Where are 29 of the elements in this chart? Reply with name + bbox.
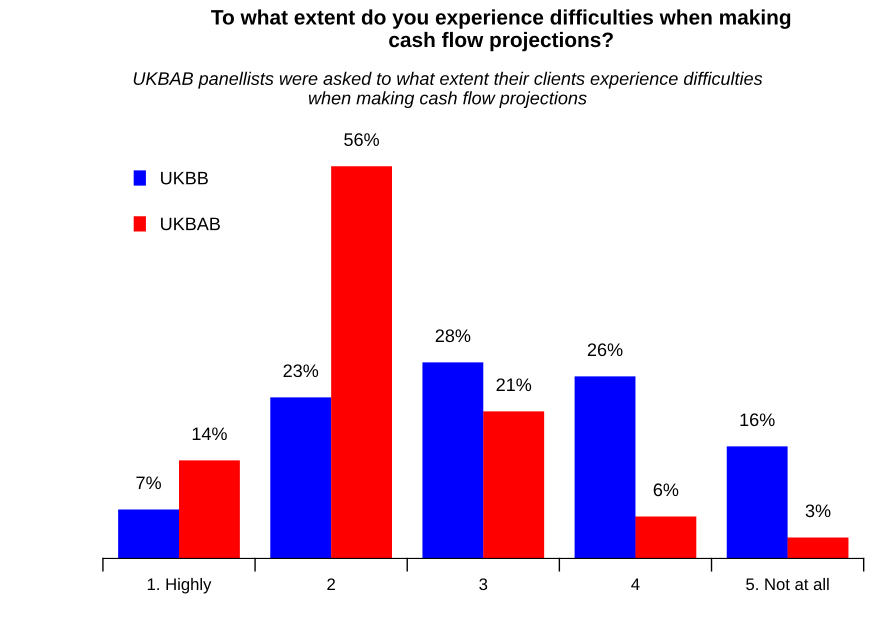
- bar: [331, 166, 392, 558]
- chart-title: To what extent do you experience difficulties when making cash flow projections?: [211, 9, 790, 52]
- bar: [574, 376, 636, 558]
- bar: [788, 537, 848, 558]
- legend-label: UKBB: [161, 172, 208, 184]
- x-tick-label: 4: [631, 578, 640, 590]
- x-tick-label: 2: [327, 578, 335, 590]
- x-tick-label: 3: [479, 578, 488, 590]
- data-label: 6%: [654, 483, 678, 496]
- bar: [726, 446, 788, 558]
- x-tick-label: 5. Not at all: [746, 578, 829, 590]
- data-label: 14%: [192, 427, 227, 440]
- data-label: 16%: [740, 413, 775, 426]
- chart-subtitle: UKBAB panellists were asked to what extent their clients experience difficulties when making cash flow projections: [134, 72, 762, 108]
- legend-label: UKBAB: [161, 218, 220, 230]
- bar: [483, 411, 544, 558]
- data-label: 56%: [344, 133, 380, 146]
- x-tick-label: 1. Highly: [148, 578, 212, 594]
- data-label: 7%: [136, 476, 161, 490]
- data-label: 28%: [436, 329, 470, 342]
- bar: [179, 460, 240, 558]
- bar: [270, 397, 332, 558]
- bar: [635, 516, 696, 558]
- bar: [422, 362, 484, 558]
- data-label: 23%: [284, 364, 318, 378]
- data-label: 21%: [496, 378, 532, 392]
- bar: [118, 509, 179, 558]
- data-label: 3%: [806, 504, 830, 518]
- data-label: 26%: [588, 343, 622, 356]
